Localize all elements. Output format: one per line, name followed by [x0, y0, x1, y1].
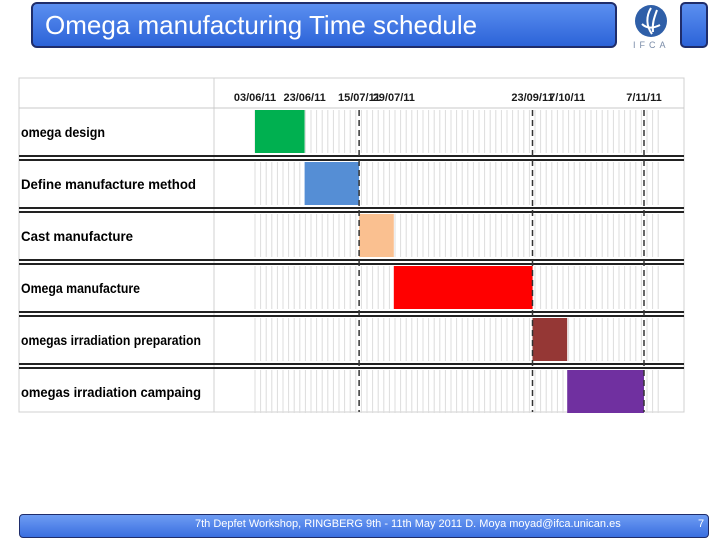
date-label: 29/07/11	[373, 92, 415, 104]
ifca-logo-icon	[635, 5, 667, 37]
task-label: omega design	[21, 124, 105, 140]
slide-title: Omega manufacturing Time schedule	[31, 2, 617, 48]
date-label: 03/06/11	[234, 92, 276, 104]
task-label: omegas irradiation preparation	[21, 332, 201, 348]
task-label: Define manufacture method	[21, 176, 196, 192]
gantt-bar	[567, 370, 644, 413]
task-label: omegas irradiation campaing	[21, 384, 201, 400]
date-label: 23/06/11	[283, 92, 325, 104]
date-label: 7/11/11	[626, 92, 662, 104]
gantt-bar	[255, 110, 305, 153]
date-label: 7/10/11	[549, 92, 585, 104]
page-number: 7	[698, 518, 705, 530]
task-label: Omega manufacture	[21, 280, 140, 296]
date-label: 15/07/11	[338, 92, 380, 104]
task-label: Cast manufacture	[21, 228, 133, 244]
logo-text: IFCA	[633, 40, 670, 50]
gantt-bar	[304, 162, 360, 205]
footer-text: 7th Depfet Workshop, RINGBERG 9th - 11th…	[195, 518, 621, 530]
corner-decoration	[680, 2, 708, 48]
gantt-bar	[532, 318, 568, 361]
chart-frame	[18, 77, 685, 413]
footer-bar	[19, 514, 709, 538]
gantt-bar	[359, 214, 394, 257]
gantt-bar	[393, 266, 533, 309]
date-label: 23/09/11	[511, 92, 553, 104]
